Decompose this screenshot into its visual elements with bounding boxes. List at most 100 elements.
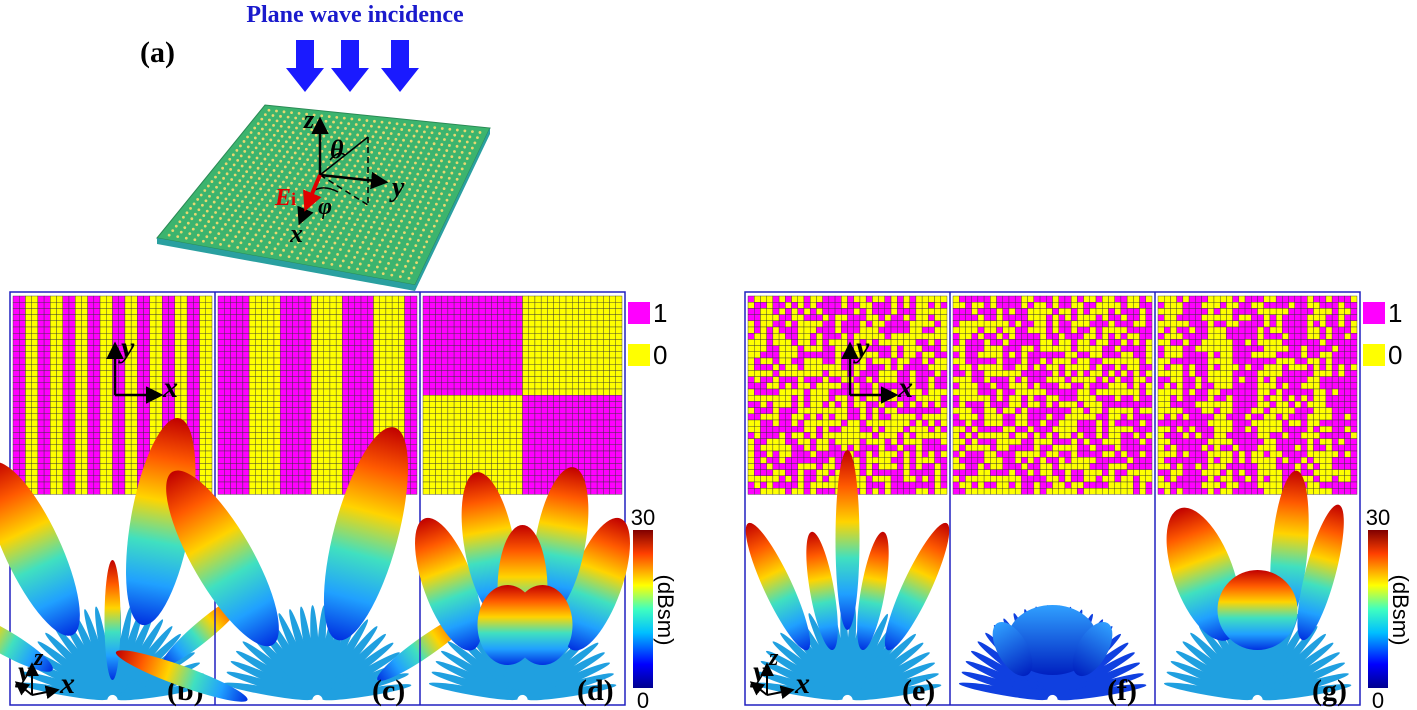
coding-cell [113, 476, 119, 482]
unit-cell [313, 149, 316, 152]
coding-cell [779, 296, 785, 302]
coding-cell [872, 302, 878, 308]
coding-cell [50, 457, 56, 463]
coding-cell [224, 470, 230, 476]
coding-cell [280, 296, 286, 302]
coding-cell [175, 364, 181, 370]
coding-cell [823, 308, 829, 314]
coding-cell [585, 377, 591, 383]
unit-cell [288, 255, 291, 258]
coding-cell [754, 370, 760, 376]
unit-cell [433, 126, 436, 129]
coding-cell [330, 327, 336, 333]
coding-cell [897, 426, 903, 432]
coding-cell [810, 408, 816, 414]
unit-cell [223, 212, 226, 215]
coding-cell [150, 364, 156, 370]
coding-cell [473, 414, 479, 420]
coding-cell [125, 451, 131, 457]
coding-cell [454, 302, 460, 308]
coding-cell [504, 352, 510, 358]
coding-cell [473, 346, 479, 352]
coding-cell [578, 395, 584, 401]
coding-cell [798, 370, 804, 376]
coding-cell [479, 296, 485, 302]
coding-cell [206, 358, 212, 364]
coding-cell [510, 377, 516, 383]
coding-cell [63, 408, 69, 414]
unit-cell [336, 237, 339, 240]
coding-cell [44, 370, 50, 376]
coding-cell [119, 457, 125, 463]
unit-cell [255, 233, 258, 236]
coding-cell [63, 339, 69, 345]
coding-cell [916, 414, 922, 420]
coding-cell [810, 401, 816, 407]
coding-cell [355, 401, 361, 407]
coding-cell [473, 451, 479, 457]
coding-cell [928, 302, 934, 308]
coding-cell [392, 370, 398, 376]
coding-cell [392, 389, 398, 395]
coding-cell [804, 339, 810, 345]
unit-cell [264, 113, 267, 116]
coding-cell [903, 358, 909, 364]
coding-cell [541, 364, 547, 370]
unit-cell [461, 167, 464, 170]
unit-cell [446, 199, 449, 202]
coding-cell [218, 395, 224, 401]
coding-cell [866, 426, 872, 432]
coding-cell [785, 377, 791, 383]
coding-cell [63, 302, 69, 308]
coding-cell [25, 346, 31, 352]
coding-cell [610, 476, 616, 482]
coding-cell [262, 364, 268, 370]
coding-cell [131, 451, 137, 457]
coding-cell [767, 426, 773, 432]
coding-cell [922, 327, 928, 333]
coding-cell [380, 308, 386, 314]
coding-cell [299, 302, 305, 308]
coding-cell [560, 445, 566, 451]
coding-cell [754, 327, 760, 333]
unit-cell [187, 222, 190, 225]
coding-cell [591, 482, 597, 488]
coding-cell [460, 457, 466, 463]
coding-cell [910, 321, 916, 327]
coding-cell [603, 457, 609, 463]
coding-cell [566, 346, 572, 352]
unit-cell [241, 226, 244, 229]
coding-cell [193, 364, 199, 370]
coding-cell [891, 445, 897, 451]
coding-cell [798, 364, 804, 370]
coding-cell [19, 339, 25, 345]
unit-cell [403, 248, 406, 251]
coding-cell [804, 401, 810, 407]
coding-cell [804, 451, 810, 457]
coding-cell [473, 321, 479, 327]
unit-cell [258, 177, 261, 180]
coding-cell [299, 476, 305, 482]
unit-cell [325, 120, 328, 123]
coding-cell [454, 432, 460, 438]
coding-cell [13, 333, 19, 339]
coding-cell [181, 370, 187, 376]
coding-cell [597, 333, 603, 339]
coding-cell [44, 302, 50, 308]
coding-cell [262, 482, 268, 488]
coding-cell [25, 395, 31, 401]
coding-cell [616, 352, 622, 358]
coding-cell [454, 420, 460, 426]
coding-cell [81, 321, 87, 327]
unit-cell [248, 243, 251, 246]
coding-cell [479, 414, 485, 420]
coding-cell [100, 463, 106, 469]
coding-cell [324, 395, 330, 401]
coding-cell [603, 346, 609, 352]
coding-cell [398, 395, 404, 401]
coding-cell [398, 333, 404, 339]
coding-cell [386, 414, 392, 420]
coding-cell [411, 333, 417, 339]
coding-cell [535, 339, 541, 345]
coding-cell [535, 352, 541, 358]
